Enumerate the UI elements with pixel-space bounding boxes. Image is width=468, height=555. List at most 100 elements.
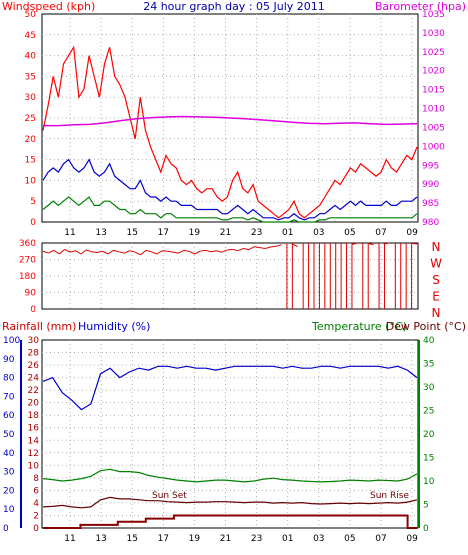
humidity-axis-title: Humidity (%) xyxy=(78,320,150,333)
direction-segment xyxy=(113,249,120,253)
direction-segment xyxy=(210,250,217,253)
temp-y-tick-label: 25 xyxy=(423,407,434,417)
humidity-y-tick-label: 0 xyxy=(3,524,9,534)
baro-y-tick-label: 980 xyxy=(422,218,439,228)
wind-axis-title: Windspeed (kph) xyxy=(2,0,95,13)
lower-x-tick-label: 07 xyxy=(375,534,386,544)
wind-x-tick-label: 21 xyxy=(220,228,231,238)
rain-y-tick-label: 28 xyxy=(28,349,40,359)
direction-segment xyxy=(134,251,141,256)
baro-axis-title: Barometer (hpa) xyxy=(375,0,466,13)
direction-segment xyxy=(140,249,147,256)
wind-x-tick-label: 17 xyxy=(158,228,169,238)
wind-average-series xyxy=(42,158,418,221)
wind-y-tick-label: 15 xyxy=(25,156,36,166)
rain-y-tick-label: 20 xyxy=(28,399,40,409)
direction-segment xyxy=(75,250,82,255)
wind-x-tick-label: 05 xyxy=(344,228,355,238)
lower-x-tick-label: 09 xyxy=(406,534,418,544)
direction-segment xyxy=(248,246,255,251)
rain-y-tick-label: 26 xyxy=(28,361,40,371)
rain-y-tick-label: 24 xyxy=(28,374,40,384)
rain-y-tick-label: 18 xyxy=(28,411,40,421)
compass-label: W xyxy=(430,257,442,271)
lower-x-tick-label: 23 xyxy=(251,534,262,544)
rain-y-tick-label: 8 xyxy=(33,474,39,484)
baro-y-tick-label: 1015 xyxy=(422,86,445,96)
direction-segment xyxy=(124,250,130,254)
humidity-y-tick-label: 40 xyxy=(3,449,15,459)
wind-x-tick-label: 13 xyxy=(95,228,106,238)
wind-x-tick-label: 03 xyxy=(313,228,324,238)
baro-y-tick-label: 990 xyxy=(422,180,439,190)
temp-y-tick-label: 30 xyxy=(423,383,435,393)
wind-x-tick-label: 11 xyxy=(64,228,75,238)
rain-axis-title: Rainfall (mm) xyxy=(2,320,76,333)
wind-x-tick-label: 09 xyxy=(406,228,418,238)
direction-segment xyxy=(351,242,358,245)
direction-segment xyxy=(384,242,390,245)
direction-segment xyxy=(53,249,60,255)
rain-y-tick-label: 6 xyxy=(33,486,39,496)
temp-axis-title: Temperature (°C) xyxy=(311,320,407,333)
direction-segment xyxy=(227,248,233,251)
direction-segment xyxy=(270,245,277,248)
lower-x-tick-label: 15 xyxy=(126,534,137,544)
rain-y-tick-label: 16 xyxy=(28,424,40,434)
wind-y-tick-label: 20 xyxy=(25,135,37,145)
barometer-series xyxy=(43,115,418,127)
rain-y-tick-label: 12 xyxy=(28,449,39,459)
wind-gust-series xyxy=(42,45,418,219)
wind-x-tick-label: 07 xyxy=(375,228,386,238)
direction-segment xyxy=(86,249,92,253)
temp-y-tick-label: 20 xyxy=(423,430,435,440)
direction-segment xyxy=(173,251,179,254)
direction-segment xyxy=(194,250,201,255)
direction-segment xyxy=(58,249,66,255)
lower-x-tick-label: 19 xyxy=(189,534,201,544)
wind-y-tick-label: 30 xyxy=(25,93,37,103)
humidity-y-tick-label: 20 xyxy=(3,486,15,496)
rain-y-tick-label: 10 xyxy=(28,461,40,471)
direction-segment xyxy=(259,247,266,249)
baro-y-tick-label: 995 xyxy=(422,161,439,171)
wind-low-series xyxy=(42,196,418,223)
baro-y-tick-label: 1035 xyxy=(422,10,445,20)
direction-segment xyxy=(189,250,195,255)
rain-y-tick-label: 0 xyxy=(33,524,39,534)
direction-segment xyxy=(254,246,260,249)
dir-y-tick-label: 0 xyxy=(30,305,36,315)
humidity-series xyxy=(42,365,418,411)
direction-segment xyxy=(80,249,87,255)
direction-segment xyxy=(411,242,418,245)
direction-segment xyxy=(205,249,212,253)
direction-segment xyxy=(42,250,49,254)
wind-x-tick-label: 01 xyxy=(282,228,293,238)
temp-y-tick-label: 10 xyxy=(423,477,435,487)
lower-x-tick-label: 11 xyxy=(64,534,75,544)
sunrise-label: Sun Rise xyxy=(370,491,409,501)
direction-segment xyxy=(265,246,271,249)
wind-y-tick-label: 5 xyxy=(30,197,36,207)
rain-y-tick-label: 2 xyxy=(33,511,39,521)
dew-axis-title: Dew Point (°C) xyxy=(386,320,466,333)
wind-x-tick-label: 15 xyxy=(126,228,137,238)
wind-y-tick-label: 0 xyxy=(30,218,36,228)
temp-y-tick-label: 15 xyxy=(423,454,434,464)
lower-x-tick-label: 03 xyxy=(313,534,324,544)
baro-y-tick-label: 1000 xyxy=(422,142,445,152)
direction-segment xyxy=(107,249,114,255)
humidity-y-tick-label: 90 xyxy=(3,355,15,365)
dir-y-tick-label: 90 xyxy=(25,289,37,299)
lower-x-tick-label: 13 xyxy=(95,534,106,544)
dew-point-series xyxy=(42,496,418,509)
direction-segment xyxy=(97,250,103,254)
direction-segment xyxy=(183,249,190,252)
baro-y-tick-label: 1010 xyxy=(422,105,445,115)
dir-y-tick-label: 360 xyxy=(19,239,36,249)
direction-segment xyxy=(178,249,185,254)
direction-segment xyxy=(145,249,152,253)
wind-y-tick-label: 25 xyxy=(25,114,36,124)
temp-y-tick-label: 5 xyxy=(423,501,429,511)
